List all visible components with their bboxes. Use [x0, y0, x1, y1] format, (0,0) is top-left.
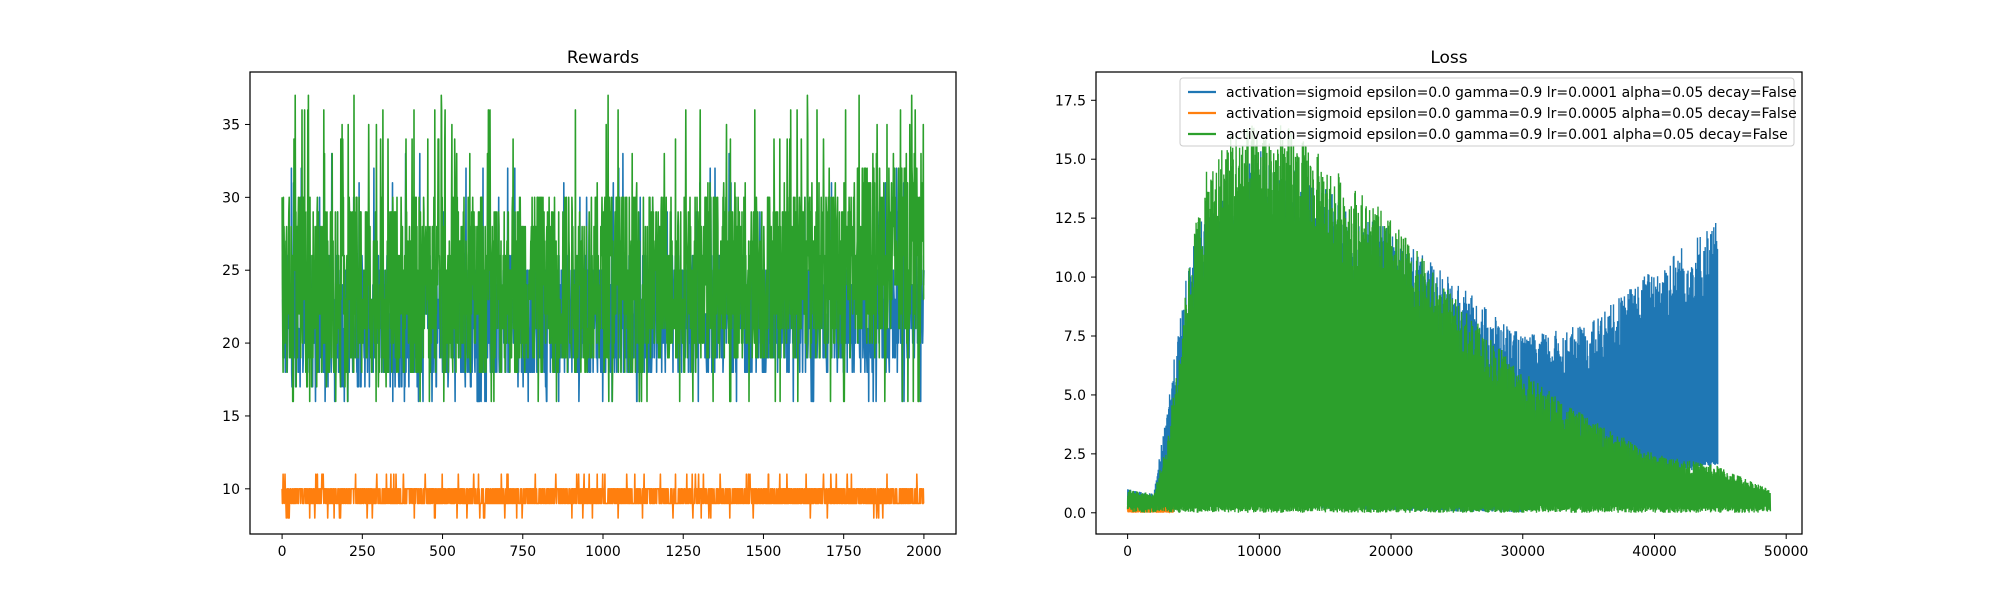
loss-x-tick-label: 40000 [1632, 544, 1677, 560]
rewards-x-tick: 2000 [906, 534, 942, 560]
rewards-x-tick-label: 250 [349, 544, 376, 560]
loss-axes-frame [1095, 71, 1803, 535]
rewards-x-tick: 1250 [665, 534, 701, 560]
legend-label: activation=sigmoid epsilon=0.0 gamma=0.9… [1226, 127, 1788, 143]
rewards-y-tick-label: 30 [222, 190, 240, 206]
rewards-chart: Rewards 0 250 500 750 1000 1250 1500 1750 2000 1… [222, 48, 957, 560]
loss-series-line-2 [1126, 125, 1772, 513]
legend-frame [1179, 77, 1795, 147]
rewards-y-tick-label: 25 [222, 263, 240, 279]
loss-x-tick: 50000 [1764, 534, 1809, 560]
legend-item: activation=sigmoid epsilon=0.0 gamma=0.9… [1188, 106, 1797, 122]
loss-x-tick-label: 10000 [1237, 544, 1282, 560]
loss-x-tick-label: 0 [1123, 544, 1132, 560]
loss-y-tick: 5.0 [1064, 388, 1096, 404]
loss-y-tick-label: 7.5 [1064, 329, 1086, 345]
rewards-x-tick: 0 [278, 534, 287, 560]
loss-y-tick-label: 5.0 [1064, 388, 1086, 404]
rewards-y-tick-label: 35 [222, 117, 240, 133]
legend-label: activation=sigmoid epsilon=0.0 gamma=0.9… [1226, 85, 1797, 101]
rewards-x-tick: 1000 [585, 534, 621, 560]
loss-x-tick: 20000 [1369, 534, 1414, 560]
rewards-x-tick: 1500 [746, 534, 782, 560]
loss-y-axis: 0.0 2.5 5.0 7.5 10.0 12.5 15.0 17.5 [1055, 93, 1096, 522]
rewards-y-tick: 10 [222, 482, 250, 498]
rewards-chart-title: Rewards [567, 48, 639, 68]
loss-chart: Loss 0 10000 20000 30000 40000 50000 0.0 2.5 5.… [1055, 48, 1809, 560]
rewards-x-tick-label: 0 [278, 544, 287, 560]
rewards-y-tick-label: 20 [222, 336, 240, 352]
rewards-x-tick-label: 1750 [826, 544, 862, 560]
rewards-x-tick-label: 1500 [746, 544, 782, 560]
rewards-x-tick: 750 [509, 534, 536, 560]
loss-x-tick-label: 50000 [1764, 544, 1809, 560]
rewards-y-tick: 15 [222, 409, 250, 425]
rewards-x-tick-label: 1250 [665, 544, 701, 560]
rewards-series-line-2 [281, 94, 925, 403]
loss-y-tick: 17.5 [1055, 93, 1096, 109]
loss-y-tick-label: 0.0 [1064, 506, 1086, 522]
rewards-y-axis: 10 15 20 25 30 35 [222, 117, 250, 498]
loss-y-tick: 7.5 [1064, 329, 1096, 345]
rewards-series-line-1 [281, 473, 925, 519]
loss-x-tick: 0 [1123, 534, 1132, 560]
loss-y-tick-label: 12.5 [1055, 211, 1086, 227]
loss-x-tick: 10000 [1237, 534, 1282, 560]
rewards-x-axis: 0 250 500 750 1000 1250 1500 1750 2000 [278, 534, 942, 560]
rewards-x-tick: 500 [429, 534, 456, 560]
legend-label: activation=sigmoid epsilon=0.0 gamma=0.9… [1226, 106, 1797, 122]
loss-plot-area [1126, 125, 1772, 514]
loss-y-tick: 12.5 [1055, 211, 1096, 227]
rewards-plot-area [281, 94, 925, 519]
rewards-x-tick-label: 500 [429, 544, 456, 560]
rewards-x-tick-label: 1000 [585, 544, 621, 560]
rewards-x-tick: 250 [349, 534, 376, 560]
loss-chart-title: Loss [1430, 48, 1467, 68]
loss-y-tick-label: 2.5 [1064, 447, 1086, 463]
rewards-y-tick-label: 15 [222, 409, 240, 425]
rewards-y-tick: 25 [222, 263, 250, 279]
rewards-x-tick-label: 2000 [906, 544, 942, 560]
loss-y-tick: 0.0 [1064, 506, 1096, 522]
loss-legend: activation=sigmoid epsilon=0.0 gamma=0.9… [1179, 77, 1797, 147]
rewards-y-tick: 30 [222, 190, 250, 206]
legend-item: activation=sigmoid epsilon=0.0 gamma=0.9… [1188, 127, 1788, 143]
loss-y-tick-label: 10.0 [1055, 270, 1086, 286]
loss-y-tick: 15.0 [1055, 152, 1096, 168]
rewards-x-tick-label: 750 [509, 544, 536, 560]
loss-x-axis: 0 10000 20000 30000 40000 50000 [1123, 534, 1808, 560]
legend-item: activation=sigmoid epsilon=0.0 gamma=0.9… [1188, 85, 1797, 101]
loss-x-tick-label: 30000 [1500, 544, 1545, 560]
loss-y-tick: 10.0 [1055, 270, 1096, 286]
rewards-y-tick: 20 [222, 336, 250, 352]
loss-y-tick-label: 17.5 [1055, 93, 1086, 109]
loss-x-tick: 40000 [1632, 534, 1677, 560]
loss-y-tick: 2.5 [1064, 447, 1096, 463]
loss-x-tick: 30000 [1500, 534, 1545, 560]
rewards-y-tick-label: 10 [222, 482, 240, 498]
rewards-x-tick: 1750 [826, 534, 862, 560]
rewards-y-tick: 35 [222, 117, 250, 133]
loss-x-tick-label: 20000 [1369, 544, 1414, 560]
loss-y-tick-label: 15.0 [1055, 152, 1086, 168]
